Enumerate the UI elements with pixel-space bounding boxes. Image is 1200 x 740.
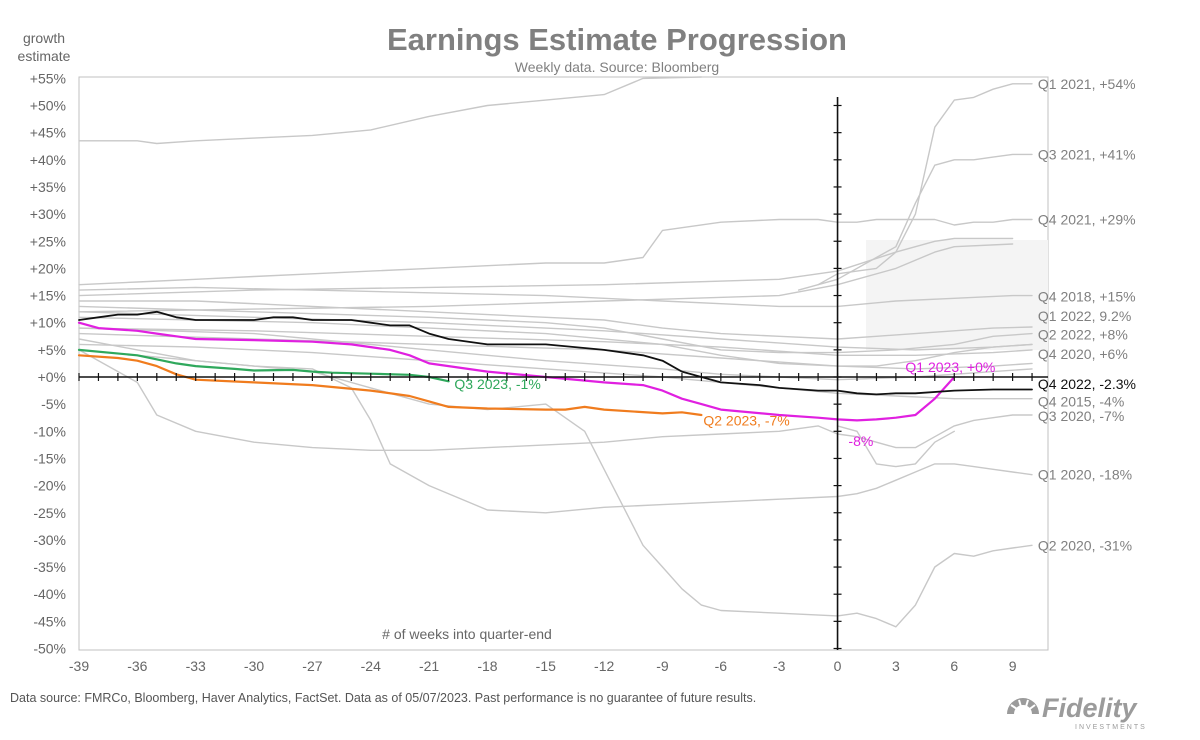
series-line-q4-2018-15-6 [78,286,1033,308]
series-label: Q1 2021, +54% [1038,76,1136,92]
series-label: Q4 2015, -4% [1038,393,1124,409]
fidelity-logo-text: Fidelity [1042,693,1138,723]
y-tick-label: -50% [33,641,66,657]
x-tick-label: 9 [1009,658,1017,674]
x-tick-label: 3 [892,658,900,674]
series-line-q4-2022-2-3-22 [78,310,1033,396]
y-tick-label: -5% [41,396,66,412]
x-tick-labels: -39 -36 -33 -30 -27 -24 -21 -18 -15 -12 -9 -6 -3 0 3 6 9 [69,658,1017,674]
x-axis-label: # of weeks into quarter-end [382,626,552,642]
y-tick-label: +0% [38,369,66,385]
y-tick-label: -25% [33,505,66,521]
y-axis-label-line-2: estimate [18,48,71,64]
y-tick-label: +40% [30,152,66,168]
y-tick-label: +35% [30,179,66,195]
series-line-q1-2021-54-1 [817,83,1033,286]
y-tick-label: -10% [33,423,66,439]
y-tick-label: +30% [30,206,66,222]
series-label: Q4 2021, +29% [1038,212,1136,228]
y-tick-label: +55% [30,70,66,86]
x-tick-label: -18 [477,658,497,674]
series-line-q3-2021-41-2 [797,153,1033,291]
y-tick-label: +5% [38,342,66,358]
series-label: Q1 2022, 9.2% [1038,308,1131,324]
y-tick-label: -45% [33,613,66,629]
x-tick-label: -3 [773,658,786,674]
series-label: Q4 2022, -2.3% [1038,376,1136,392]
x-tick-label: -39 [69,658,89,674]
x-tick-label: 0 [834,658,842,674]
y-tick-label: -20% [33,478,66,494]
y-tick-label: +45% [30,125,66,141]
series-label: Q2 2023, -7% [703,412,789,428]
series-line-q3-2020-7-15 [78,349,1033,451]
y-tick-label: -30% [33,532,66,548]
series-line-q4-2015-4-13 [78,343,1033,400]
y-tick-label: -40% [33,586,66,602]
chart-subtitle: Weekly data. Source: Bloomberg [515,59,719,75]
series-line-series-11-11 [78,327,1033,356]
fidelity-logo-subtext: INVESTMENTS [1075,724,1147,731]
series-layer [77,76,1033,628]
series-label: Q3 2023, -1% [454,376,540,392]
series-label: Q3 2021, +41% [1038,146,1136,162]
series-label: Q1 2023, +0% [905,359,995,375]
series-line-q2-2020-31-18 [78,338,1033,628]
y-tick-label: +15% [30,288,66,304]
series-line-q2-2022-8-8 [78,305,1033,354]
x-tick-label: -24 [361,658,381,674]
series-line-q1-2022-9-2-7 [78,300,1033,340]
series-labels: Q1 2021, +54% Q3 2021, +41% Q4 2021, +29% Q… [454,76,1136,554]
series-line-q1-2020-18-16 [78,349,1033,514]
x-tick-label: -30 [244,658,264,674]
y-tick-label: -15% [33,450,66,466]
fidelity-sunburst-icon [1007,698,1039,714]
y-tick-label: +25% [30,233,66,249]
series-label: Q1 2020, -18% [1038,467,1132,483]
source-note: Data source: FMRCo, Bloomberg, Haver Ana… [10,691,756,705]
chart-title: Earnings Estimate Progression [387,22,847,57]
y-tick-label: +20% [30,260,66,276]
x-tick-label: -9 [656,658,669,674]
y-tick-label: -35% [33,559,66,575]
y-tick-label: +50% [30,98,66,114]
x-tick-label: -33 [186,658,206,674]
x-tick-label: 6 [950,658,958,674]
y-tick-label: +10% [30,315,66,331]
series-line-q2-2023-7-19 [77,354,703,417]
series-label: Q4 2020, +6% [1038,346,1128,362]
x-tick-label: -6 [715,658,728,674]
x-tick-label: -15 [536,658,556,674]
series-line-q4-2021-29-3 [78,218,1033,286]
series-label: Q2 2020, -31% [1038,537,1132,553]
plot-area [78,76,1049,651]
x-tick-label: -21 [419,658,439,674]
series-label: Q3 2020, -7% [1038,408,1124,424]
series-line-q1-2021-54-0 [78,76,703,145]
series-label: Q2 2022, +8% [1038,327,1128,343]
x-tick-label: -27 [302,658,322,674]
series-line-series-17-17 [836,425,955,468]
fidelity-logo: Fidelity INVESTMENTS [1007,693,1147,731]
series-label: Q4 2018, +15% [1038,289,1136,305]
x-tick-label: -36 [127,658,147,674]
series-label: -8% [848,433,873,449]
axis-layer [78,97,1048,650]
y-axis-label-line-1: growth [23,30,65,46]
y-tick-labels: +55% +50% +45% +40% +35% +30% +25% +20% +15% +10%… [30,70,66,656]
x-tick-label: -12 [594,658,614,674]
